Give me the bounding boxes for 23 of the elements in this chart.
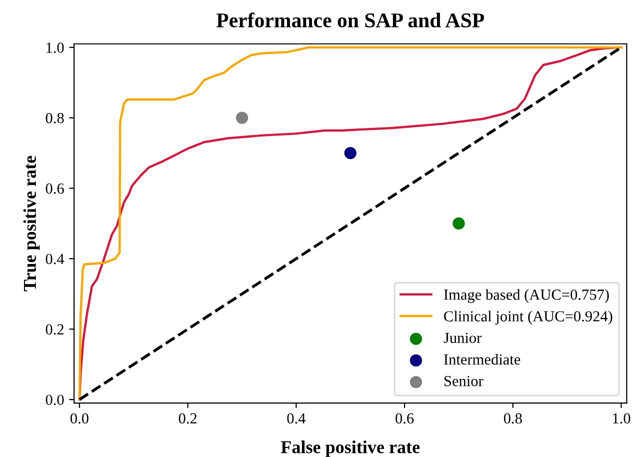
legend-label: Clinical joint (AUC=0.924) [444,310,612,325]
point [452,217,465,230]
y-axis-title: True positive rate [23,156,40,292]
point [236,112,248,124]
y-tick-label: 0.2 [46,324,64,335]
legend-label: Senior [444,376,484,386]
y-tick-label: 0.0 [46,394,64,406]
x-tick-label: 1.0 [613,413,630,424]
y-tick-label: 0.8 [46,112,64,124]
x-axis-title: False positive rate [280,440,420,457]
legend-label: Junior [444,332,482,344]
x-tick-label: 0.4 [287,413,306,424]
x-tick-label: 0.6 [396,413,414,424]
x-tick-label: 0.2 [178,413,197,424]
legend-label: Intermediate [444,354,520,365]
y-tick-label: 0.6 [46,183,64,194]
chart-title: Performance on SAP and ASP [216,12,484,28]
legend-label: Image based (AUC=0.757) [444,289,609,303]
y-tick-label: 0.4 [46,254,64,264]
x-tick-label: 0.8 [504,413,522,424]
y-tick-label: 1.0 [46,42,64,53]
x-tick-label: 0.0 [70,413,88,424]
point [344,146,356,160]
